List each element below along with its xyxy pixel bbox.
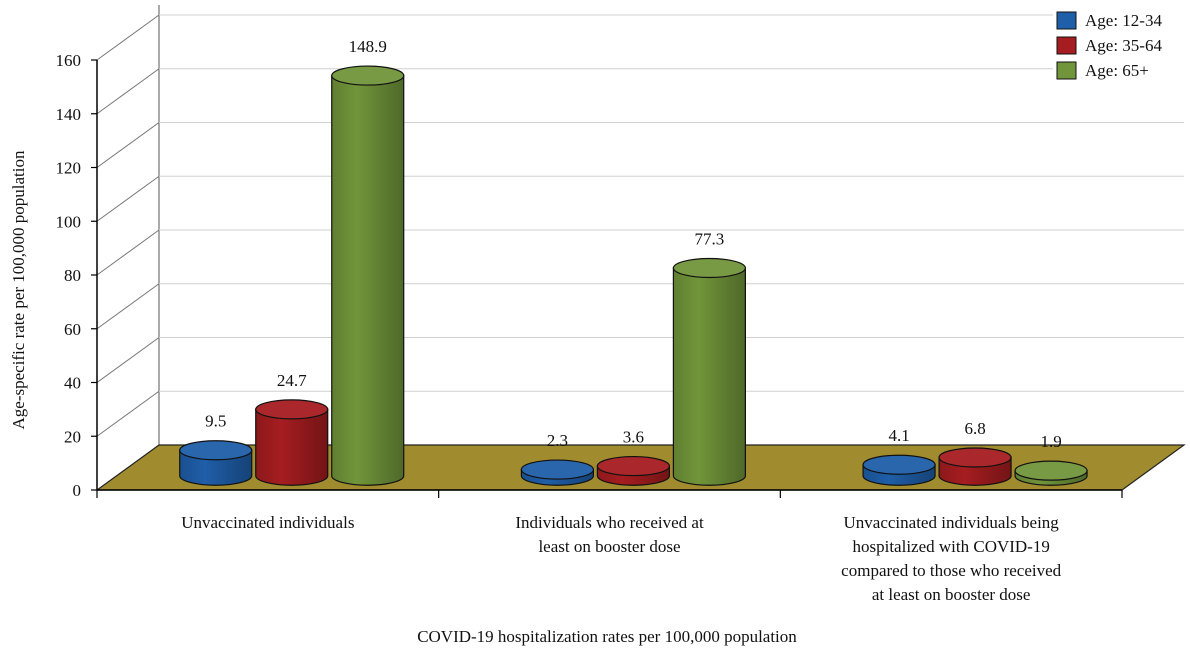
axes: 0 20 40 60 80 100 120 140 160	[56, 51, 1123, 500]
category-label-line: at least on booster dose	[872, 585, 1031, 604]
category-label: Unvaccinated individuals being hospitaliz…	[841, 513, 1061, 604]
gridline-side-160	[96, 14, 160, 61]
legend-swatch	[1056, 36, 1077, 55]
category-labels: Unvaccinated individuals Individuals who …	[181, 513, 1061, 604]
category-label-line: hospitalized with COVID-19	[852, 537, 1049, 556]
y-tick-label: 0	[73, 481, 82, 500]
bar-1-1	[179, 440, 253, 486]
gridlines	[96, 14, 1184, 437]
data-label: 1.9	[1040, 432, 1061, 451]
data-label: 6.8	[964, 419, 985, 438]
bar-1-3	[862, 454, 936, 486]
bar-top	[331, 65, 405, 86]
data-label: 2.3	[547, 431, 568, 450]
y-axis-title: Age-specific rate per 100,000 population	[9, 150, 28, 429]
gridline-side-20	[96, 390, 160, 437]
bars-group	[179, 65, 1088, 486]
bar-3-2	[672, 257, 747, 486]
bar-body	[672, 267, 746, 486]
data-labels: 9.5 24.7 148.9 2.3 3.6 77.3 4.1 6.8 1.9	[205, 37, 1062, 451]
gridline-side-60	[96, 283, 160, 330]
legend-swatch	[1056, 11, 1077, 30]
data-label: 4.1	[888, 426, 909, 445]
bar-body	[255, 408, 329, 486]
category-label-line: least on booster dose	[538, 537, 680, 556]
gridline-side-140	[96, 68, 160, 115]
bar-2-1	[255, 399, 329, 486]
legend-label: Age: 12-34	[1085, 11, 1162, 30]
data-label: 77.3	[695, 230, 725, 249]
y-tick-label: 100	[56, 212, 82, 231]
legend-label: Age: 35-64	[1085, 36, 1162, 55]
data-label: 24.7	[277, 371, 307, 390]
legend: Age: 12-34 Age: 35-64 Age: 65+	[1053, 8, 1185, 89]
data-label: 9.5	[205, 412, 226, 431]
category-label-line: compared to those who received	[841, 561, 1061, 580]
y-tick-label: 20	[64, 427, 81, 446]
category-label-line: Unvaccinated individuals	[181, 513, 354, 532]
bar-3-1	[331, 65, 405, 486]
data-label: 3.6	[623, 428, 644, 447]
category-label: Individuals who received at least on boos…	[515, 513, 704, 556]
bar-top	[179, 440, 253, 461]
x-axis-title: COVID-19 hospitalization rates per 100,0…	[417, 627, 797, 646]
bar-3-3	[1014, 460, 1088, 486]
category-label-line: Individuals who received at	[515, 513, 704, 532]
bar-1-2	[520, 459, 595, 486]
gridline-side-100	[96, 175, 160, 222]
bar-2-2	[596, 455, 671, 486]
bar-top	[938, 447, 1012, 468]
bar-top	[862, 454, 936, 475]
y-tick-label: 80	[64, 266, 81, 285]
bar-top	[520, 459, 595, 480]
category-label: Unvaccinated individuals	[181, 513, 354, 532]
bar-top	[255, 399, 329, 420]
legend-label: Age: 65+	[1085, 61, 1149, 80]
y-tick-label: 40	[64, 374, 81, 393]
y-tick-label: 60	[64, 320, 81, 339]
gridline-side-80	[96, 229, 160, 276]
gridline-side-40	[96, 337, 160, 383]
bar-2-3	[938, 447, 1012, 486]
bar-top	[672, 257, 747, 279]
y-tick-label: 160	[56, 51, 82, 70]
legend-swatch	[1056, 61, 1077, 80]
category-label-line: Unvaccinated individuals being	[844, 513, 1060, 532]
bar-body	[331, 74, 405, 486]
gridline-side-120	[96, 122, 160, 168]
bar-top	[596, 455, 671, 477]
y-tick-label: 140	[56, 105, 82, 124]
data-label: 148.9	[349, 37, 387, 56]
bar-top	[1014, 460, 1088, 481]
y-tick-label: 120	[56, 159, 82, 178]
